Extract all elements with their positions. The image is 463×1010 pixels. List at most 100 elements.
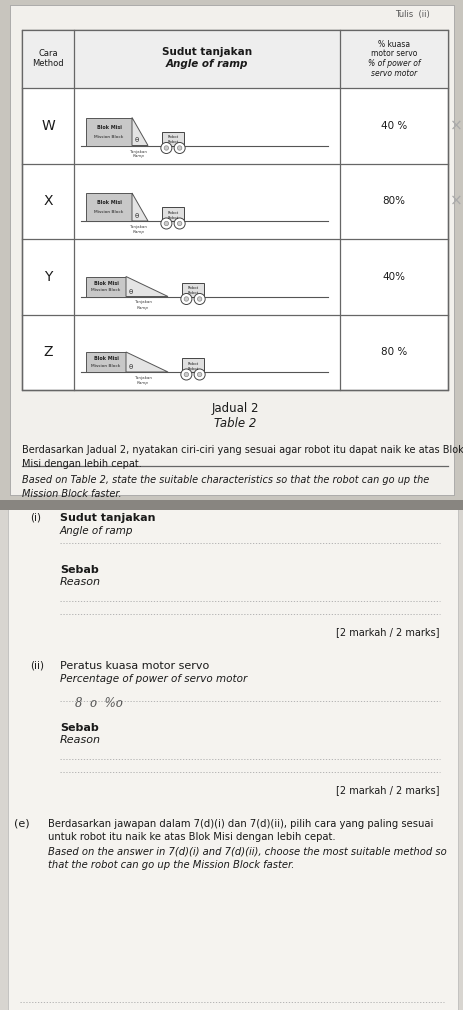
Text: 40%: 40%: [382, 272, 405, 282]
Text: Sudut tanjakan: Sudut tanjakan: [60, 513, 155, 523]
Text: θ: θ: [135, 213, 139, 219]
Text: Berdasarkan jawapan dalam 7(d)(i) dan 7(d)(ii), pilih cara yang paling sesuai: Berdasarkan jawapan dalam 7(d)(i) dan 7(…: [48, 819, 432, 829]
Circle shape: [161, 218, 171, 229]
Circle shape: [197, 373, 201, 377]
Text: Ramp: Ramp: [132, 230, 144, 234]
Text: [2 markah / 2 marks]: [2 markah / 2 marks]: [336, 785, 439, 795]
Text: Sebab: Sebab: [60, 565, 99, 575]
Text: Robot: Robot: [167, 135, 178, 139]
Polygon shape: [131, 117, 148, 145]
Text: Robot: Robot: [167, 215, 178, 219]
Text: Angle of ramp: Angle of ramp: [60, 526, 133, 536]
Text: Z: Z: [43, 345, 53, 360]
Bar: [181, 283, 204, 297]
Text: Mission Block: Mission Block: [91, 364, 120, 368]
Bar: [0, 500, 463, 510]
Text: Robot: Robot: [167, 211, 178, 215]
Text: % kuasa: % kuasa: [377, 40, 409, 49]
Bar: [86, 117, 131, 145]
Circle shape: [184, 297, 188, 301]
Text: 80 %: 80 %: [380, 347, 406, 358]
Text: Sebab: Sebab: [60, 723, 99, 733]
Polygon shape: [126, 277, 168, 297]
Text: Blok Misi: Blok Misi: [96, 125, 121, 130]
Text: X: X: [43, 194, 53, 208]
Text: Blok Misi: Blok Misi: [94, 281, 118, 286]
Text: servo motor: servo motor: [370, 69, 416, 78]
Text: (e): (e): [14, 819, 30, 829]
Text: Method: Method: [32, 60, 64, 69]
Text: Reason: Reason: [60, 577, 101, 587]
Text: Robot: Robot: [187, 287, 198, 290]
Bar: [10, 5, 453, 495]
Text: Tulis  (ii): Tulis (ii): [394, 10, 429, 19]
Text: [2 markah / 2 marks]: [2 markah / 2 marks]: [336, 627, 439, 637]
Bar: [22, 30, 447, 390]
Text: Based on the answer in 7(d)(i) and 7(d)(ii), choose the most suitable method so: Based on the answer in 7(d)(i) and 7(d)(…: [48, 847, 446, 857]
Circle shape: [174, 142, 185, 154]
Text: Mission Block: Mission Block: [94, 134, 123, 138]
Text: motor servo: motor servo: [370, 49, 416, 58]
Bar: [86, 277, 126, 297]
Bar: [181, 359, 204, 372]
Circle shape: [181, 294, 192, 304]
Text: Robot: Robot: [187, 362, 198, 366]
Text: Blok Misi: Blok Misi: [96, 200, 121, 205]
Text: Reason: Reason: [60, 735, 101, 745]
Circle shape: [174, 218, 185, 229]
Text: W: W: [41, 119, 55, 132]
Text: Tanjakan: Tanjakan: [133, 301, 151, 304]
Text: Robot: Robot: [187, 367, 198, 371]
Polygon shape: [131, 193, 148, 221]
Text: that the robot can go up the Mission Block faster.: that the robot can go up the Mission Blo…: [48, 860, 294, 870]
Bar: [86, 193, 131, 221]
Text: Based on Table 2, state the suitable characteristics so that the robot can go up: Based on Table 2, state the suitable cha…: [22, 475, 428, 499]
Text: 8  o  %o: 8 o %o: [75, 697, 123, 710]
Text: θ: θ: [129, 289, 133, 295]
Text: Angle of ramp: Angle of ramp: [165, 59, 248, 69]
Text: % of power of: % of power of: [367, 59, 419, 68]
Text: 40 %: 40 %: [380, 121, 406, 130]
Text: untuk robot itu naik ke atas Blok Misi dengan lebih cepat.: untuk robot itu naik ke atas Blok Misi d…: [48, 832, 335, 842]
Text: Ramp: Ramp: [137, 381, 149, 385]
Text: Peratus kuasa motor servo: Peratus kuasa motor servo: [60, 661, 209, 671]
Circle shape: [177, 221, 181, 225]
Text: ×: ×: [449, 194, 461, 209]
Text: Y: Y: [44, 270, 52, 284]
Circle shape: [197, 297, 201, 301]
Circle shape: [164, 145, 168, 150]
Bar: [86, 352, 126, 372]
Text: Mission Block: Mission Block: [94, 210, 123, 214]
Bar: [162, 132, 184, 145]
Text: 80%: 80%: [382, 196, 405, 206]
Text: Cara: Cara: [38, 49, 58, 59]
Circle shape: [194, 294, 205, 304]
Text: θ: θ: [135, 137, 139, 143]
Bar: [22, 30, 447, 88]
Text: Tanjakan: Tanjakan: [129, 225, 147, 229]
Text: Sudut tanjakan: Sudut tanjakan: [162, 47, 251, 57]
Circle shape: [164, 221, 168, 225]
Bar: [0, 500, 463, 1010]
Text: Ramp: Ramp: [132, 155, 144, 159]
Text: Robot: Robot: [187, 291, 198, 295]
Text: (i): (i): [30, 513, 41, 523]
Text: Ramp: Ramp: [137, 305, 149, 309]
Text: θ: θ: [129, 364, 133, 370]
Circle shape: [161, 142, 171, 154]
Text: Berdasarkan Jadual 2, nyatakan ciri-ciri yang sesuai agar robot itu dapat naik k: Berdasarkan Jadual 2, nyatakan ciri-ciri…: [22, 445, 463, 469]
Bar: [8, 503, 457, 1010]
Text: Blok Misi: Blok Misi: [94, 357, 118, 362]
Bar: [0, 0, 463, 500]
Bar: [162, 207, 184, 221]
Text: Table 2: Table 2: [213, 417, 256, 430]
Polygon shape: [126, 352, 168, 372]
Text: Tanjakan: Tanjakan: [133, 376, 151, 380]
Text: ×: ×: [449, 118, 461, 133]
Circle shape: [177, 145, 181, 150]
Circle shape: [194, 369, 205, 380]
Text: Tanjakan: Tanjakan: [129, 149, 147, 154]
Circle shape: [184, 373, 188, 377]
Text: (ii): (ii): [30, 661, 44, 671]
Text: Percentage of power of servo motor: Percentage of power of servo motor: [60, 674, 247, 684]
